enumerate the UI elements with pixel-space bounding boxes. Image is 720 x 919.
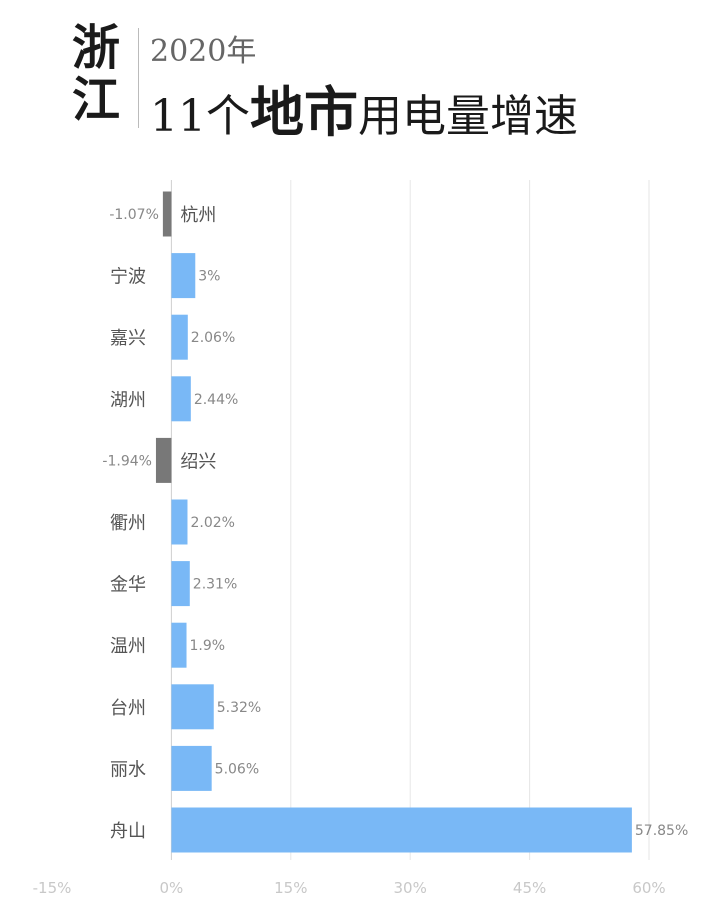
main-title: 11个地市用电量增速 [150, 68, 578, 147]
x-tick-label: 30% [394, 879, 427, 897]
bar [155, 437, 172, 483]
bar [171, 561, 190, 607]
category-label: 温州 [110, 636, 146, 657]
category-label: 嘉兴 [110, 328, 146, 349]
data-label: 5.06% [215, 761, 259, 777]
category-label: 宁波 [110, 267, 146, 288]
bar [171, 314, 188, 360]
data-label: 2.02% [190, 515, 234, 531]
x-tick-label: 15% [274, 879, 307, 897]
data-label: -1.07% [109, 207, 159, 223]
bar [171, 499, 188, 545]
category-label: 湖州 [110, 390, 146, 411]
data-label: 2.44% [194, 392, 238, 408]
category-label: 丽水 [110, 759, 146, 780]
x-tick-label: -15% [33, 879, 72, 897]
bar [162, 191, 172, 237]
data-label: 2.31% [193, 577, 237, 593]
bar [171, 684, 214, 730]
data-label: 3% [198, 269, 220, 285]
category-label: 衢州 [110, 513, 146, 534]
category-label: 舟山 [110, 821, 146, 842]
data-label: -1.94% [102, 453, 152, 469]
category-label: 金华 [110, 575, 146, 596]
bar [171, 745, 212, 791]
title-bold: 地市 [250, 80, 358, 144]
bar [171, 807, 632, 853]
category-label: 台州 [110, 698, 146, 719]
title-divider [138, 28, 139, 128]
category-label: 绍兴 [180, 451, 216, 472]
x-tick-label: 60% [632, 879, 665, 897]
data-label: 1.9% [190, 638, 226, 654]
data-label: 5.32% [217, 700, 261, 716]
data-label: 57.85% [635, 823, 688, 839]
year-subtitle: 2020年 [150, 34, 257, 69]
title-post: 用电量增速 [358, 91, 578, 142]
category-label: 杭州 [180, 205, 216, 226]
province-title: 浙江 [72, 20, 121, 128]
data-label: 2.06% [191, 330, 235, 346]
bar [171, 622, 187, 668]
x-tick-label: 45% [513, 879, 546, 897]
bar [171, 253, 196, 299]
bar [171, 376, 191, 422]
x-tick-label: 0% [160, 879, 184, 897]
title-pre: 11个 [150, 91, 250, 142]
